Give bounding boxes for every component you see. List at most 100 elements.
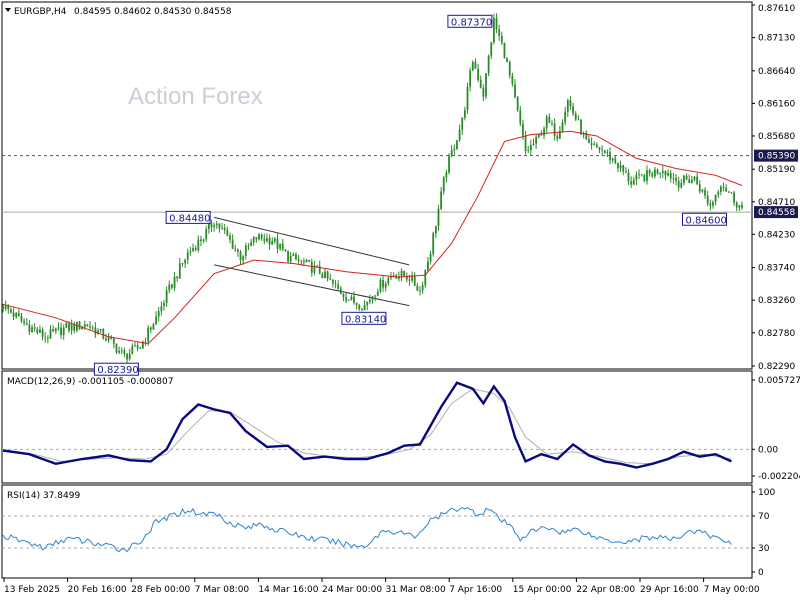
candle-body (226, 230, 229, 236)
price-tick-label: 0.87610 (758, 4, 795, 14)
candle-body (535, 136, 538, 144)
candle-body (514, 84, 516, 98)
candle-body (374, 295, 377, 297)
watermark: Action Forex (128, 83, 263, 110)
candle-body (598, 147, 601, 150)
candle-body (171, 284, 173, 288)
price-callout-box (681, 212, 727, 226)
price-callout-label: 0.87370 (451, 17, 492, 28)
candle-body (316, 265, 318, 267)
candle-body (39, 329, 41, 333)
candle-body (675, 177, 677, 181)
price-tick-label: 0.86640 (758, 67, 795, 77)
candle-body (574, 113, 577, 120)
candle-body (89, 326, 91, 328)
candle-body (603, 150, 606, 153)
candle-body (147, 327, 150, 342)
time-tick-label: 13 Feb 2025 (4, 585, 60, 595)
candle-body (733, 192, 735, 203)
candle-body (419, 290, 421, 292)
price-tick-label: 0.82290 (758, 362, 795, 372)
macd-axis: 0.005727 0.00 -0.002204 (752, 376, 800, 482)
price-axis: 0.87610 0.87130 0.86640 0.86160 0.85680 0.851… (752, 4, 795, 372)
candle-body (258, 234, 260, 240)
price-callout-label: 0.82390 (97, 365, 138, 376)
candle-body (20, 316, 23, 322)
candle-body (390, 276, 392, 278)
candle-body (178, 263, 181, 279)
candle-body (10, 309, 12, 313)
candle-body (551, 122, 553, 124)
candle-body (384, 283, 387, 288)
candle-body (49, 329, 52, 339)
candle-body (78, 321, 81, 330)
candle-body (643, 175, 646, 182)
candle-body (194, 248, 197, 251)
candle-body (498, 29, 501, 36)
candle-body (540, 133, 543, 136)
candle-body (210, 223, 213, 228)
rsi-tick-label: 100 (758, 488, 775, 498)
candle-body (273, 238, 276, 242)
candle-body (68, 323, 70, 331)
candle-body (234, 248, 237, 250)
macd-tick-label: -0.002204 (758, 472, 800, 482)
time-tick-label: 28 Feb 00:00 (131, 585, 190, 595)
candle-body (677, 180, 680, 188)
candle-body (698, 184, 701, 192)
candle-body (355, 302, 358, 306)
candle-body (186, 252, 189, 260)
candle-body (624, 171, 627, 173)
dropdown-triangle-icon[interactable] (5, 8, 11, 12)
rsi-panel-frame (1, 484, 753, 579)
candle-body (664, 171, 667, 176)
candle-body (704, 189, 706, 196)
candle-body (593, 144, 596, 146)
rsi-axis: 100 70 30 0 (752, 488, 775, 578)
candle-body (268, 238, 271, 245)
candle-body (506, 58, 509, 63)
candle-body (73, 324, 76, 331)
candle-body (332, 279, 334, 284)
time-tick-label: 29 Apr 16:00 (640, 585, 699, 595)
candle-body (722, 186, 725, 188)
candle-body (107, 336, 110, 341)
candle-body (403, 270, 406, 277)
candle-body (463, 110, 466, 118)
candle-body (60, 327, 62, 336)
price-callout-box (165, 210, 211, 224)
candle-body (139, 347, 142, 349)
candle-body (23, 321, 26, 323)
candle-body (44, 336, 47, 338)
candle-body (669, 172, 672, 179)
candle-body (617, 162, 619, 169)
candle-body (527, 150, 530, 151)
candle-body (223, 227, 226, 231)
candle-body (134, 345, 136, 347)
candle-body (215, 223, 218, 226)
candle-body (94, 327, 97, 335)
candle-body (200, 239, 202, 242)
candle-body (487, 55, 490, 74)
candle-body (479, 79, 482, 88)
candle-body (376, 291, 379, 296)
candle-body (450, 150, 453, 156)
candle-body (2, 305, 4, 310)
candle-body (706, 195, 709, 204)
candle-body (263, 238, 266, 242)
resistance-level-tag: 0.85390 (758, 152, 795, 162)
candle-body (685, 175, 688, 180)
candle-body (165, 290, 168, 304)
rsi-tick-label: 0 (758, 568, 764, 578)
candle-body (712, 201, 714, 206)
candle-body (445, 172, 448, 178)
candle-body (347, 299, 350, 301)
candle-body (52, 329, 55, 332)
candle-body (218, 223, 221, 229)
candle-body (86, 324, 89, 327)
candle-body (392, 275, 395, 277)
candle-body (144, 341, 147, 343)
candle-body (601, 149, 604, 151)
candle-body (176, 276, 179, 279)
